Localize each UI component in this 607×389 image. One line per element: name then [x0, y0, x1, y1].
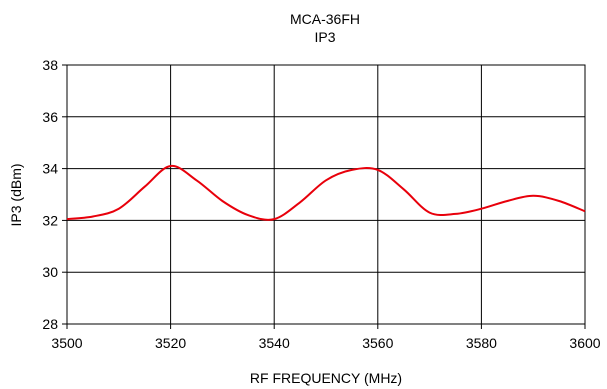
y-tick-label: 32 — [42, 212, 58, 228]
y-tick-label: 28 — [42, 316, 58, 332]
x-tick-label: 3560 — [362, 335, 393, 351]
x-tick-labels: 3500 3520 3540 3560 3580 3600 — [51, 335, 600, 351]
ip3-series-line — [66, 164, 586, 221]
y-tick-label: 30 — [42, 264, 58, 280]
y-axis-label: IP3 (dBm) — [8, 163, 24, 226]
plot-area-border — [66, 64, 586, 325]
chart-title: MCA-36FH — [290, 11, 360, 27]
x-tick-label: 3600 — [569, 335, 600, 351]
x-axis-label: RF FREQUENCY (MHz) — [250, 370, 402, 386]
y-tick-labels: 28 30 32 34 36 38 — [42, 57, 58, 332]
x-tick-label: 3580 — [466, 335, 497, 351]
x-tick-label: 3520 — [155, 335, 186, 351]
y-tick-label: 36 — [42, 109, 58, 125]
y-tick-label: 38 — [42, 57, 58, 73]
grid-lines — [62, 64, 586, 329]
y-tick-label: 34 — [42, 161, 58, 177]
chart-subtitle: IP3 — [314, 29, 335, 45]
x-tick-label: 3500 — [51, 335, 82, 351]
x-tick-label: 3540 — [259, 335, 290, 351]
series-group — [66, 164, 586, 221]
